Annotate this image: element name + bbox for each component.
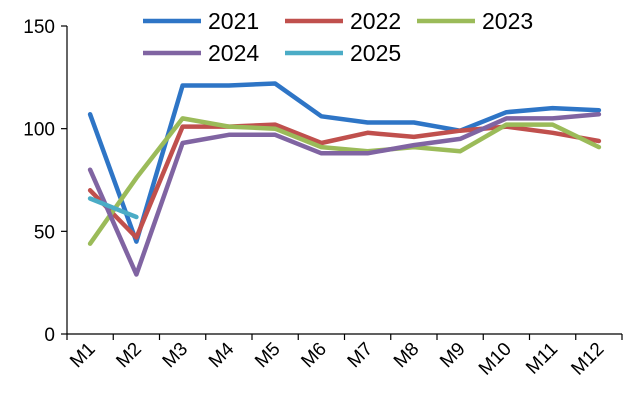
legend-label: 2025 [350,40,401,66]
legend-item-2023: 2023 [417,8,533,34]
legend-item-2021: 2021 [143,8,259,34]
y-tick-label: 0 [44,325,55,346]
legend-label: 2024 [208,40,259,66]
legend-item-2022: 2022 [285,8,401,34]
y-tick-label: 150 [23,17,55,38]
x-tick-label: M11 [522,339,562,379]
legend-label: 2022 [350,8,401,34]
legend: 2021 2022 2023 2024 2025 [143,8,533,66]
series-line-2024 [87,112,602,277]
y-tick-label: 50 [34,222,55,243]
x-tick-label: M9 [436,339,470,373]
legend-item-2024: 2024 [143,40,259,66]
series-line-2023 [87,116,602,246]
y-tick-label: 100 [23,120,55,141]
x-tick-label: M12 [567,339,608,380]
series-line-2022 [87,122,602,240]
series-line-2021 [87,81,602,244]
series-lines [87,81,602,277]
x-tick-label: M5 [251,339,285,373]
x-tick-label: M6 [297,339,331,373]
legend-label: 2023 [482,8,533,34]
x-tick-label: M3 [159,339,193,373]
x-tick-label: M1 [66,339,100,373]
x-tick-label: M10 [475,339,516,380]
series-line-2025 [87,196,139,220]
x-tick-label: M4 [205,338,239,372]
x-tick-label: M2 [112,339,146,373]
axes: 0 50 100 150 M1 M2 M3 M4 M5 M6 M7 M8 M9 M10 M11 M12 [23,17,623,380]
x-tick-label: M8 [390,339,424,373]
x-tick-label: M7 [344,339,378,373]
legend-label: 2021 [208,8,259,34]
legend-item-2025: 2025 [285,40,401,66]
